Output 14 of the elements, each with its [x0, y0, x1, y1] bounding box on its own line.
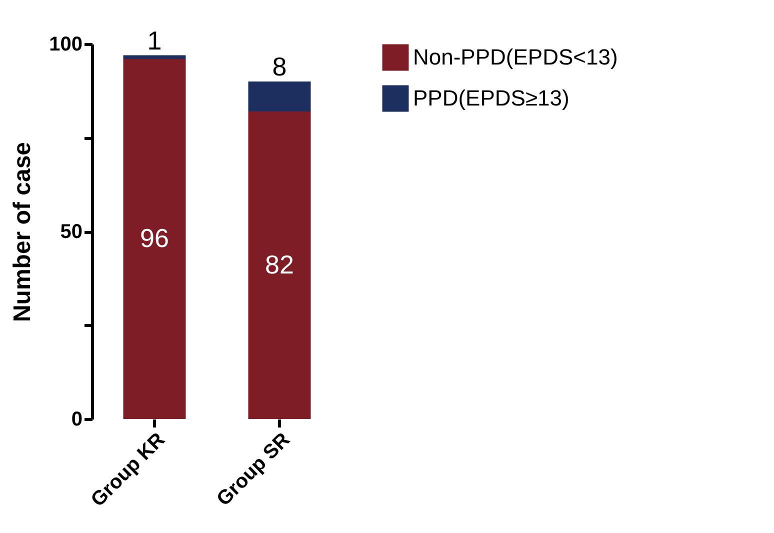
- bar: [123, 59, 186, 419]
- y-tick-label: 0: [71, 408, 82, 430]
- bar: [248, 82, 311, 112]
- y-axis-title: Number of case: [9, 142, 36, 322]
- y-tick-label: 50: [60, 221, 82, 243]
- data-label: 82: [265, 249, 294, 280]
- y-tick-label: 100: [49, 34, 82, 56]
- legend-label: Non-PPD(EPDS<13): [413, 44, 618, 70]
- data-label: 96: [140, 223, 169, 253]
- bar: [248, 112, 311, 419]
- data-label: 8: [272, 52, 287, 82]
- data-label: 1: [147, 25, 162, 56]
- bar: [123, 55, 186, 59]
- legend-label: PPD(EPDS≥13): [413, 86, 570, 110]
